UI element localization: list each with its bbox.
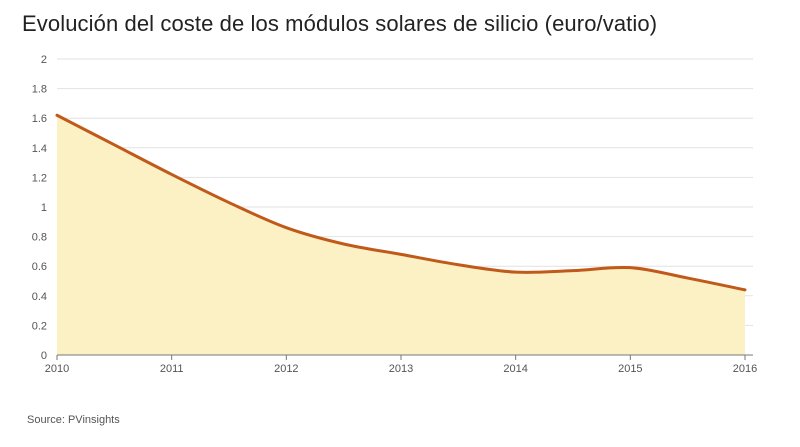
x-tick-label: 2010 <box>45 363 69 375</box>
y-tick-label: 0.2 <box>32 320 47 332</box>
y-tick-label: 1.6 <box>32 113 47 125</box>
series-area <box>57 115 745 356</box>
y-tick-label: 2 <box>41 54 47 66</box>
axes <box>56 354 753 360</box>
source-note: Source: PVinsights <box>27 414 120 426</box>
series-line <box>55 113 747 292</box>
x-tick-label: 2012 <box>274 363 298 375</box>
y-tick-label: 1 <box>41 202 47 214</box>
y-tick-label: 1.2 <box>32 172 47 184</box>
x-tick-label: 2016 <box>733 363 757 375</box>
tick-labels: 0 0.2 0.4 0.6 0.8 1 1.2 1.4 1.6 1.8 2 2010 2011 2012 2… <box>32 54 758 375</box>
y-tick-label: 0.8 <box>32 232 47 244</box>
y-tick-label: 0.4 <box>32 291 47 303</box>
x-tick-label: 2015 <box>618 363 642 375</box>
y-tick-label: 1.4 <box>32 143 47 155</box>
area-layer <box>55 113 747 356</box>
y-tick-label: 0 <box>41 350 47 362</box>
y-tick-label: 1.8 <box>32 84 47 96</box>
x-tick-label: 2011 <box>160 363 184 375</box>
y-tick-label: 0.6 <box>32 261 47 273</box>
x-tick-label: 2014 <box>503 363 527 375</box>
x-tick-label: 2013 <box>389 363 413 375</box>
chart-title: Evolución del coste de los módulos solar… <box>22 11 658 36</box>
